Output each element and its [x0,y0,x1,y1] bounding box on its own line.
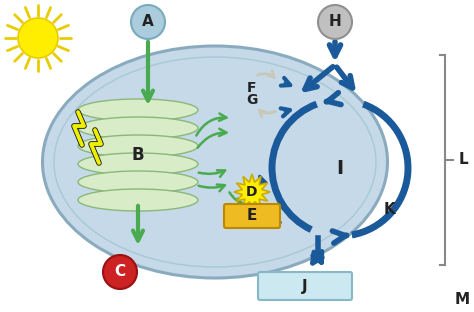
Ellipse shape [78,171,198,193]
Text: B: B [132,146,144,164]
Ellipse shape [78,153,198,175]
Text: G: G [246,93,258,107]
FancyBboxPatch shape [224,204,280,228]
Circle shape [18,18,58,58]
FancyBboxPatch shape [258,272,352,300]
Text: A: A [142,14,154,30]
Ellipse shape [78,117,198,139]
Text: L: L [459,153,469,168]
Ellipse shape [78,99,198,121]
Text: C: C [114,265,126,280]
Text: M: M [455,293,470,308]
Circle shape [131,5,165,39]
Ellipse shape [78,135,198,157]
Ellipse shape [78,189,198,211]
Text: I: I [337,158,344,178]
Text: J: J [302,279,308,294]
Text: F: F [247,81,257,95]
Circle shape [318,5,352,39]
Polygon shape [234,174,270,210]
Text: H: H [328,14,341,30]
Text: K: K [384,202,396,217]
Ellipse shape [43,46,388,278]
Circle shape [103,255,137,289]
Text: E: E [247,208,257,223]
Text: D: D [246,185,258,199]
